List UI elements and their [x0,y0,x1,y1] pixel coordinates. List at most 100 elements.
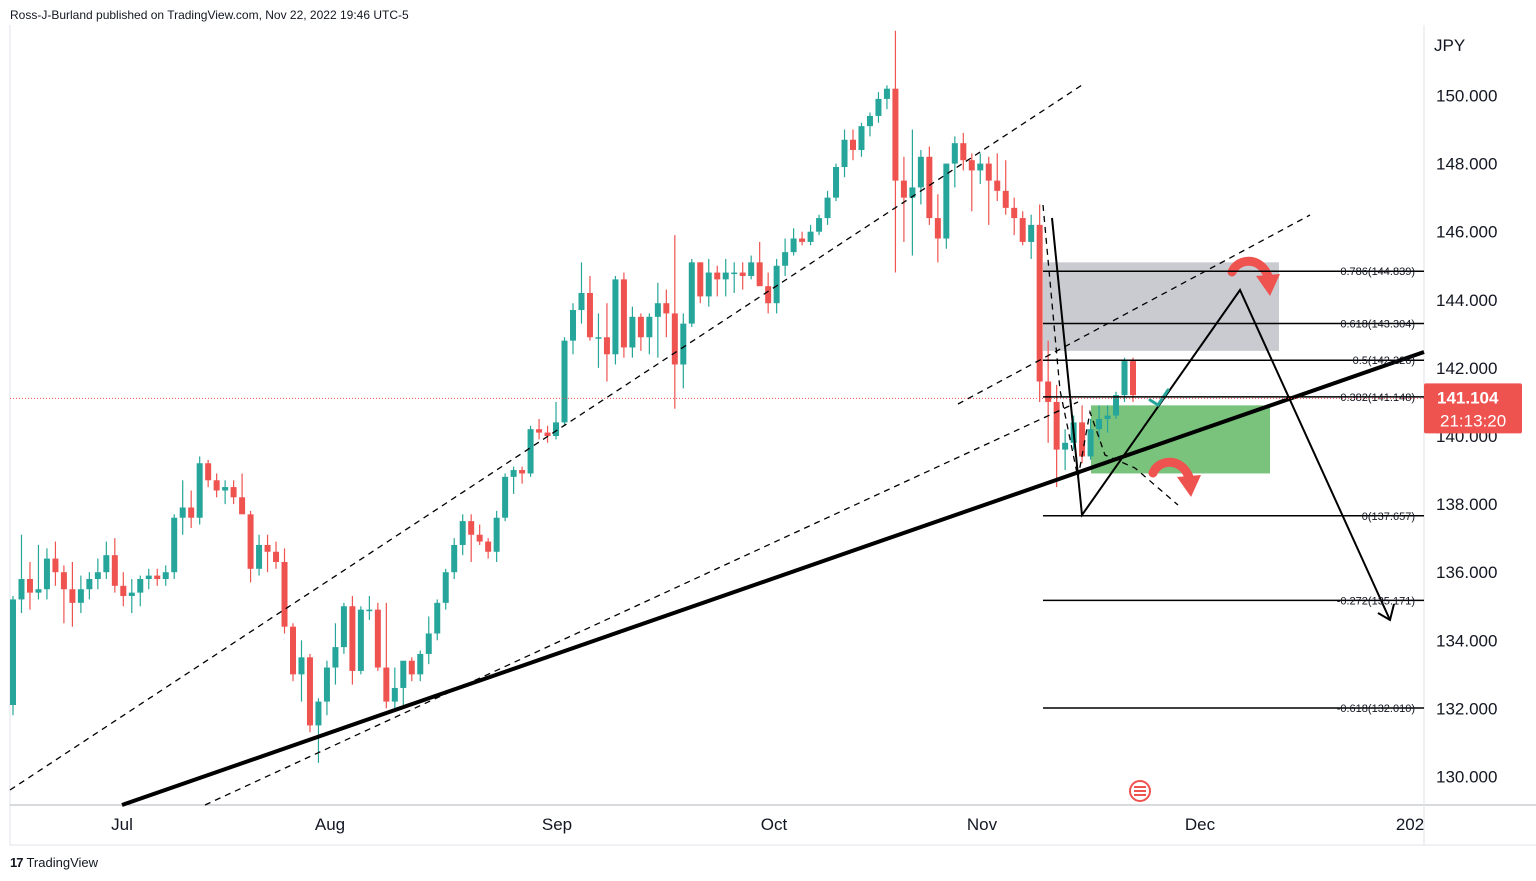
candle-body [77,589,84,603]
candle-body [866,115,873,127]
arrow-head [1256,274,1280,296]
candle-body [968,160,975,171]
candle-body [756,262,763,287]
candle-body [247,514,254,569]
candle-body [934,218,941,239]
x-tick-label: 202 [1396,815,1424,834]
candle-body [943,163,950,239]
candle-body [578,292,585,311]
candle-body [510,470,517,477]
candle-body [196,463,203,518]
candle-body [103,555,110,573]
candle-body [1130,361,1136,396]
candle-body [18,579,25,600]
candle-body [493,517,500,552]
fib-level-label: 0.618(143.304) [1340,318,1415,330]
candle-body [188,507,195,518]
candle-body [1053,401,1060,450]
candle-body [391,687,398,702]
candle-body [739,272,746,276]
candle-body [1062,442,1069,450]
candle-body [111,555,118,586]
x-tick-label: Oct [761,815,788,834]
projection-arrowhead-icon [1377,603,1395,622]
x-tick-label: Sep [542,815,572,834]
candle-body [994,180,1001,191]
candle-body [654,303,661,317]
tradingview-logo-icon: 17 [10,855,24,870]
fib-level-label: 0.382(141.148) [1340,392,1415,404]
currency-label: JPY [1434,36,1465,55]
candle-body [722,272,729,280]
current-price-tag: 141.104 21:13:20 [1424,383,1522,434]
candle-body [977,163,984,171]
candle-body [383,667,390,702]
candle-body [52,558,59,573]
y-tick-label: 146.000 [1436,223,1497,242]
fibonacci-layer: 0.786(144.839) 0.618(143.304) 0.5(142.226)… [1043,266,1424,715]
candle-body [476,534,483,542]
candle-body [536,429,543,433]
candle-body [926,156,933,219]
candle-body [680,323,687,365]
candle-body [824,197,831,219]
candle-body [1019,218,1026,242]
candle-body [519,470,526,474]
candle-body [646,316,653,338]
candle-body [688,262,695,324]
current-price-value: 141.104 [1437,388,1499,407]
candle-body [586,292,593,338]
candle-body [417,653,424,675]
candle-body [298,657,305,675]
fib-level-label: -0.618(132.010) [1337,703,1415,715]
candle-body [145,575,152,580]
arrow-curve [1148,457,1194,482]
candle-body [1087,429,1094,457]
us-flag-event-icon [1129,780,1151,802]
candle-body [909,187,916,198]
candle-body [1113,395,1120,416]
projected-dashed-line [957,214,1311,405]
publisher-header: Ross-J-Burland published on TradingView.… [10,8,409,22]
y-tick-label: 144.000 [1436,291,1497,310]
candle-body [544,432,551,436]
candle-body [951,143,958,164]
y-tick-label: 132.000 [1436,699,1497,718]
fib-level-label: 0.786(144.839) [1340,266,1415,278]
candle-body [892,88,899,181]
candle-body [553,422,560,436]
candle-body [663,303,670,314]
candles-layer [10,30,1136,763]
fib-level-label: 0.5(142.226) [1353,355,1415,367]
fib-level-label: -0.272(135.171) [1337,595,1415,607]
candle-body [323,667,330,702]
candle-body [306,657,313,726]
candle-body [222,487,229,491]
candle-body [765,286,772,304]
candle-body [86,579,93,590]
candle-body [43,558,50,590]
candle-body [281,561,288,627]
candle-body [1121,361,1128,396]
candle-body [273,551,280,562]
candle-body [1011,207,1018,219]
candle-body [332,647,339,668]
candle-body [561,340,568,423]
candle-body [171,517,178,573]
candle-body [315,701,322,726]
candle-body [290,626,296,675]
candle-body [748,262,755,276]
arrow-head [1177,475,1201,497]
candle-body [179,507,186,518]
candle-body [799,238,806,242]
supply-zone [1043,262,1279,351]
candle-body [985,163,992,181]
candle-body [1096,418,1103,430]
candle-body [213,480,220,491]
y-tick-label: 150.000 [1436,87,1497,106]
candle-body [816,218,823,232]
y-tick-label: 138.000 [1436,495,1497,514]
price-tag-box [1424,383,1522,434]
candle-body [239,497,246,515]
